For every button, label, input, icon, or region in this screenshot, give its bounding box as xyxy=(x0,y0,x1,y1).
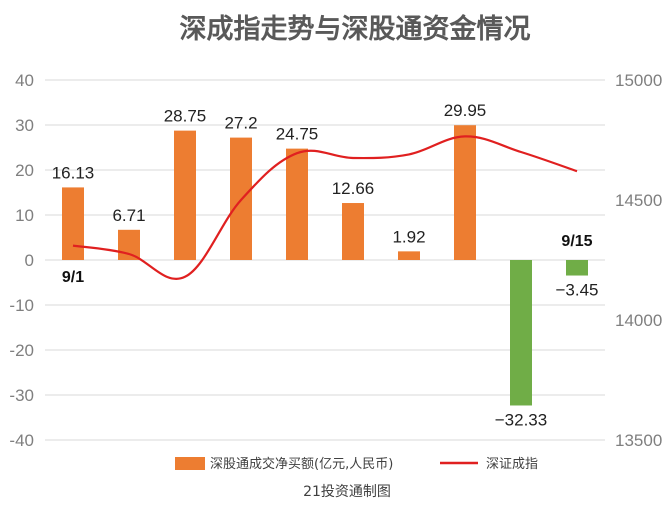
left-tick-label: 10 xyxy=(15,206,34,225)
date-annotations: 9/1 9/15 xyxy=(62,233,593,286)
bar xyxy=(174,130,196,260)
data-label: 27.2 xyxy=(224,114,257,133)
left-tick-label: 30 xyxy=(15,116,34,135)
left-tick-label: 40 xyxy=(15,71,34,90)
right-tick-label: 15000 xyxy=(615,71,662,90)
chart-title: 深成指走势与深股通资金情况 xyxy=(180,13,531,45)
bar xyxy=(286,148,308,260)
left-tick-label: -30 xyxy=(9,386,34,405)
left-tick-label: -40 xyxy=(9,431,34,450)
data-label: 29.95 xyxy=(444,101,487,120)
left-tick-label: 20 xyxy=(15,161,34,180)
bar-series xyxy=(62,125,588,406)
right-tick-label: 14000 xyxy=(615,311,662,330)
bar xyxy=(398,251,420,260)
legend: 深股通成交净买额(亿元,人民币) 深证成指 xyxy=(175,456,538,472)
legend-bar-swatch xyxy=(175,457,205,470)
data-label: 6.71 xyxy=(112,206,145,225)
right-tick-label: 14500 xyxy=(615,191,662,210)
left-axis: 40 30 20 10 0 -10 -20 -30 -40 xyxy=(9,71,34,450)
line-path xyxy=(72,135,578,280)
data-label: 16.13 xyxy=(52,163,95,182)
left-tick-label: 0 xyxy=(25,251,34,270)
bar xyxy=(342,203,364,260)
left-tick-label: -20 xyxy=(9,341,34,360)
bar xyxy=(510,260,532,406)
data-labels: 16.13 6.71 28.75 27.2 24.75 12.66 1.92 29.95 −32… xyxy=(52,101,599,429)
bar xyxy=(454,125,476,260)
left-tick-label: -10 xyxy=(9,296,34,315)
legend-line-label: 深证成指 xyxy=(486,457,538,472)
bar xyxy=(118,229,140,260)
bar xyxy=(62,187,84,260)
data-label: −3.45 xyxy=(555,281,598,300)
date-annotation: 9/15 xyxy=(561,233,592,250)
source-note: 21投资通制图 xyxy=(303,484,391,500)
data-label: −32.33 xyxy=(495,410,547,429)
bar xyxy=(566,260,588,276)
date-annotation: 9/1 xyxy=(62,269,84,286)
right-tick-label: 13500 xyxy=(615,431,662,450)
data-label: 28.75 xyxy=(164,107,207,126)
data-label: 24.75 xyxy=(276,125,319,144)
line-series xyxy=(72,135,578,280)
right-axis: 15000 14500 14000 13500 xyxy=(615,71,662,450)
data-label: 12.66 xyxy=(332,179,375,198)
data-label: 1.92 xyxy=(392,227,425,246)
legend-bar-label: 深股通成交净买额(亿元,人民币) xyxy=(210,456,393,472)
